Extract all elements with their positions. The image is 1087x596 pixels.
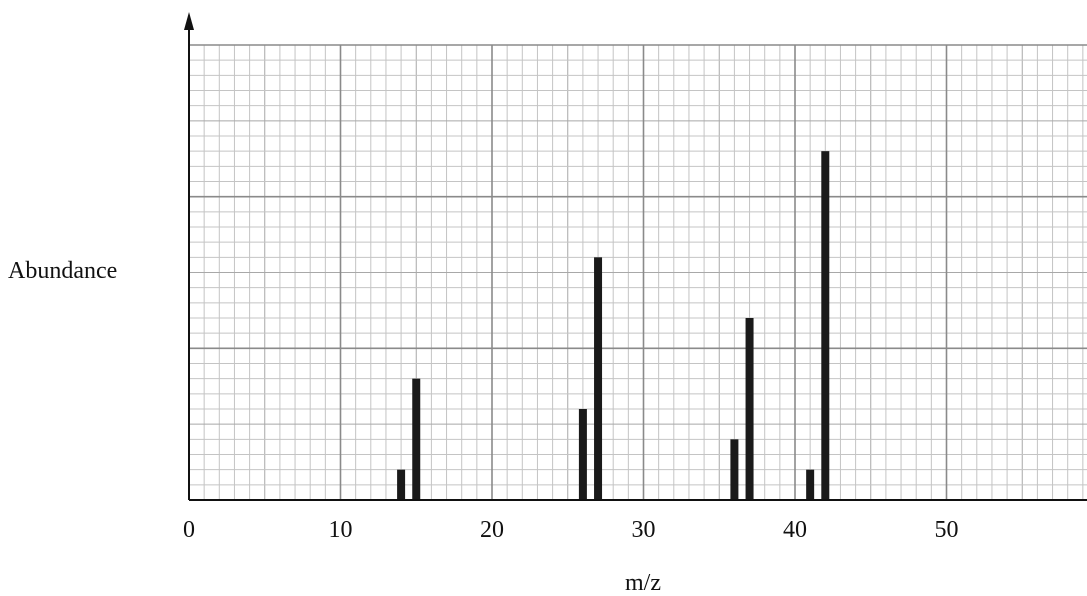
bar-mz-14 xyxy=(397,469,406,500)
x-tick-label: 40 xyxy=(783,517,807,543)
x-axis-title: m/z xyxy=(625,570,661,596)
x-tick-labels: 0 10 20 30 40 50 xyxy=(183,517,959,543)
minor-grid xyxy=(189,45,1087,500)
y-axis-title: Abundance xyxy=(8,258,117,284)
bar-mz-42 xyxy=(821,151,830,500)
bars-group xyxy=(397,151,830,500)
bar-mz-26 xyxy=(578,409,587,500)
bar-mz-37 xyxy=(745,318,754,500)
x-tick-label: 30 xyxy=(632,517,656,543)
y-axis-arrow-icon xyxy=(184,12,194,30)
x-tick-label: 10 xyxy=(329,517,353,543)
x-tick-label: 20 xyxy=(480,517,504,543)
bar-mz-27 xyxy=(594,257,603,500)
bar-mz-41 xyxy=(806,469,815,500)
axes-group xyxy=(184,12,1087,501)
x-tick-label: 50 xyxy=(935,517,959,543)
bar-mz-36 xyxy=(730,439,739,500)
x-tick-label: 0 xyxy=(183,517,195,543)
bar-mz-15 xyxy=(412,378,421,500)
